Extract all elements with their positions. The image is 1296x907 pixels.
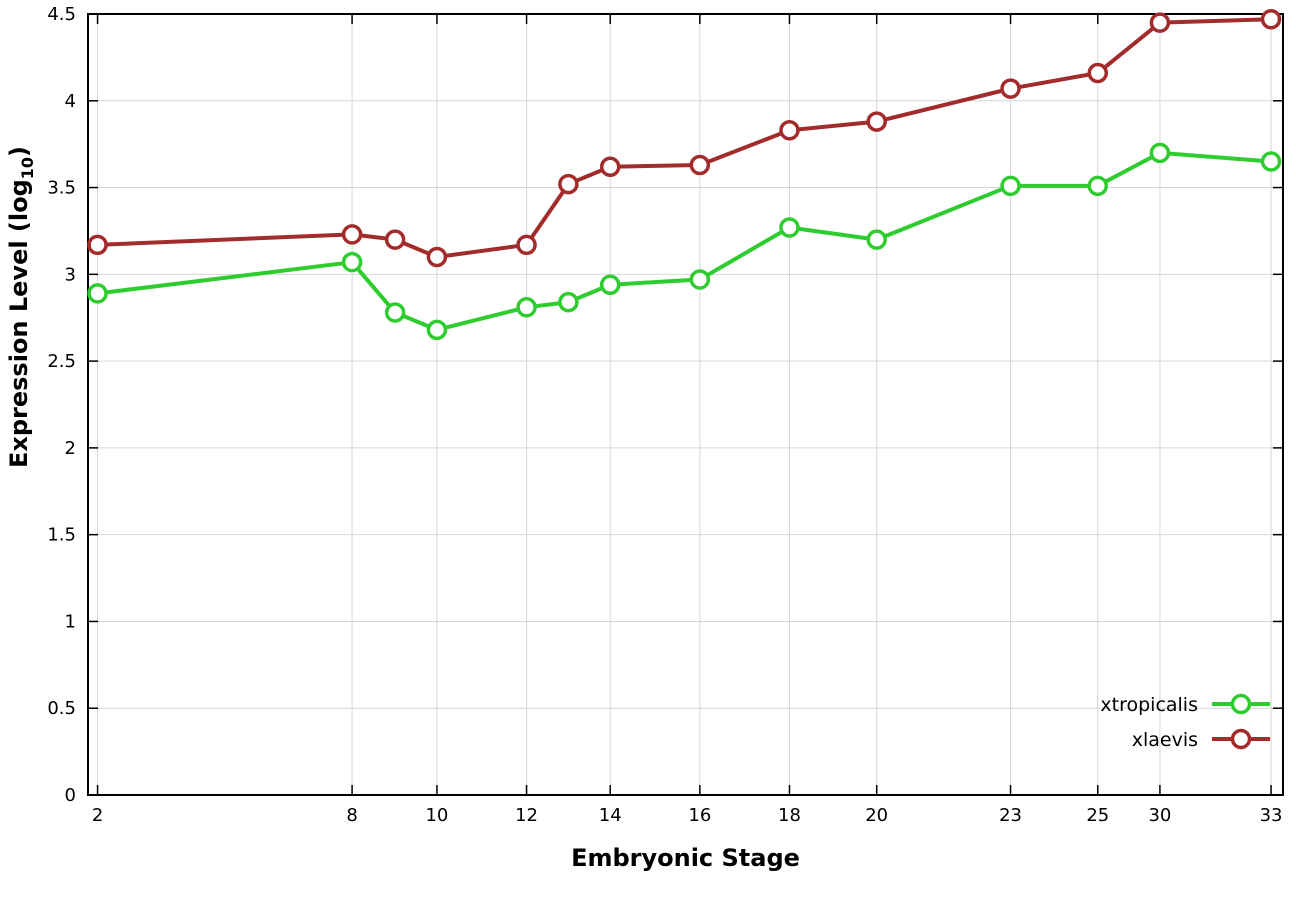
y-tick-label: 4.5	[47, 4, 76, 25]
marker-xlaevis	[558, 173, 579, 195]
y-tick-label: 3.5	[47, 178, 76, 199]
marker-xtropicalis	[341, 251, 363, 273]
marker-xtropicalis	[1087, 175, 1109, 197]
marker-xlaevis	[87, 234, 108, 256]
x-tick-label: 18	[778, 805, 801, 826]
marker-xtropicalis	[384, 302, 406, 323]
marker-xtropicalis	[866, 229, 887, 250]
legend-marker-xtropicalis	[1230, 693, 1252, 715]
marker-xtropicalis	[1000, 175, 1021, 197]
marker-xtropicalis	[426, 319, 448, 341]
marker-xtropicalis	[87, 283, 108, 304]
x-tick-label: 12	[515, 805, 538, 826]
y-tick-label: 4	[65, 91, 76, 112]
x-tick-label: 33	[1260, 805, 1283, 826]
marker-xtropicalis	[779, 217, 800, 238]
x-tick-label: 25	[1086, 805, 1109, 826]
marker-xlaevis	[1087, 62, 1109, 84]
x-tick-label: 2	[92, 805, 103, 826]
x-tick-label: 30	[1148, 805, 1171, 826]
marker-xtropicalis	[1149, 142, 1171, 164]
legend-label-xlaevis: xlaevis	[1132, 729, 1198, 751]
marker-xlaevis	[1000, 78, 1021, 99]
marker-xlaevis	[426, 246, 448, 268]
legend-marker-xlaevis	[1230, 728, 1252, 750]
marker-xlaevis	[779, 120, 800, 141]
x-tick-label: 8	[346, 805, 357, 826]
y-tick-label: 0.5	[47, 698, 76, 719]
y-tick-label: 2	[65, 438, 76, 459]
x-tick-label: 23	[999, 805, 1022, 826]
marker-xtropicalis	[558, 291, 579, 313]
x-tick-label: 20	[865, 805, 888, 826]
marker-xlaevis	[341, 224, 363, 245]
x-tick-label: 10	[425, 805, 448, 826]
marker-xlaevis	[384, 229, 406, 250]
x-axis-title: Embryonic Stage	[571, 844, 800, 872]
marker-xlaevis	[599, 156, 621, 177]
marker-xtropicalis	[516, 297, 537, 318]
marker-xlaevis	[1260, 8, 1282, 30]
y-tick-label: 1.5	[47, 525, 76, 546]
marker-xlaevis	[516, 234, 537, 256]
marker-xtropicalis	[689, 269, 711, 290]
y-tick-label: 1	[65, 611, 76, 632]
y-axis-title: Expression Level (log10)	[5, 146, 37, 468]
marker-xlaevis	[1149, 12, 1171, 33]
x-tick-label: 16	[688, 805, 711, 826]
marker-xtropicalis	[599, 274, 621, 295]
marker-xtropicalis	[1260, 151, 1282, 172]
marker-xlaevis	[866, 111, 887, 132]
legend-label-xtropicalis: xtropicalis	[1100, 694, 1198, 716]
y-tick-label: 0	[65, 785, 76, 806]
marker-xlaevis	[689, 154, 711, 176]
y-tick-label: 3	[65, 264, 76, 285]
plot-border	[87, 13, 1284, 796]
x-tick-label: 14	[599, 805, 622, 826]
y-tick-label: 2.5	[47, 351, 76, 372]
